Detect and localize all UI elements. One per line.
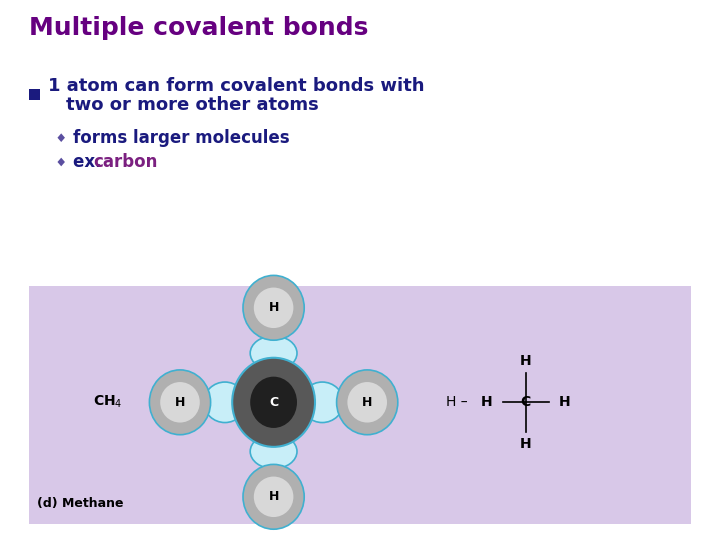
Ellipse shape [150,370,211,435]
Text: ex.: ex. [73,153,107,171]
Text: H: H [269,490,279,503]
Text: C: C [521,395,531,409]
Ellipse shape [251,434,297,469]
Ellipse shape [347,382,387,422]
Ellipse shape [204,382,246,422]
FancyBboxPatch shape [29,89,40,100]
Ellipse shape [251,377,297,428]
FancyBboxPatch shape [29,286,691,524]
Text: H: H [269,301,279,314]
Text: H –: H – [446,395,468,409]
Ellipse shape [251,336,297,370]
Ellipse shape [243,275,305,340]
Ellipse shape [254,476,294,517]
Text: two or more other atoms: two or more other atoms [66,96,319,114]
Polygon shape [58,133,65,142]
Text: C: C [269,396,278,409]
Ellipse shape [336,370,397,435]
Text: H: H [520,354,531,368]
Text: H: H [481,395,492,409]
Ellipse shape [232,357,315,447]
Text: carbon: carbon [93,153,157,171]
Ellipse shape [301,382,343,422]
Text: CH$_4$: CH$_4$ [94,394,122,410]
Ellipse shape [254,287,294,328]
Text: (d) Methane: (d) Methane [37,497,124,510]
Ellipse shape [160,382,200,422]
Text: H: H [559,395,570,409]
Ellipse shape [243,464,305,529]
Text: Multiple covalent bonds: Multiple covalent bonds [29,16,368,40]
Polygon shape [58,158,65,166]
Text: H: H [362,396,372,409]
Text: H: H [175,396,185,409]
Text: H: H [520,437,531,451]
Text: forms larger molecules: forms larger molecules [73,129,289,147]
Text: 1 atom can form covalent bonds with: 1 atom can form covalent bonds with [48,77,425,95]
